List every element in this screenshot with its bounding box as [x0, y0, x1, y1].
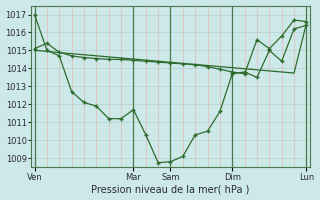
X-axis label: Pression niveau de la mer( hPa ): Pression niveau de la mer( hPa ) [91, 184, 250, 194]
